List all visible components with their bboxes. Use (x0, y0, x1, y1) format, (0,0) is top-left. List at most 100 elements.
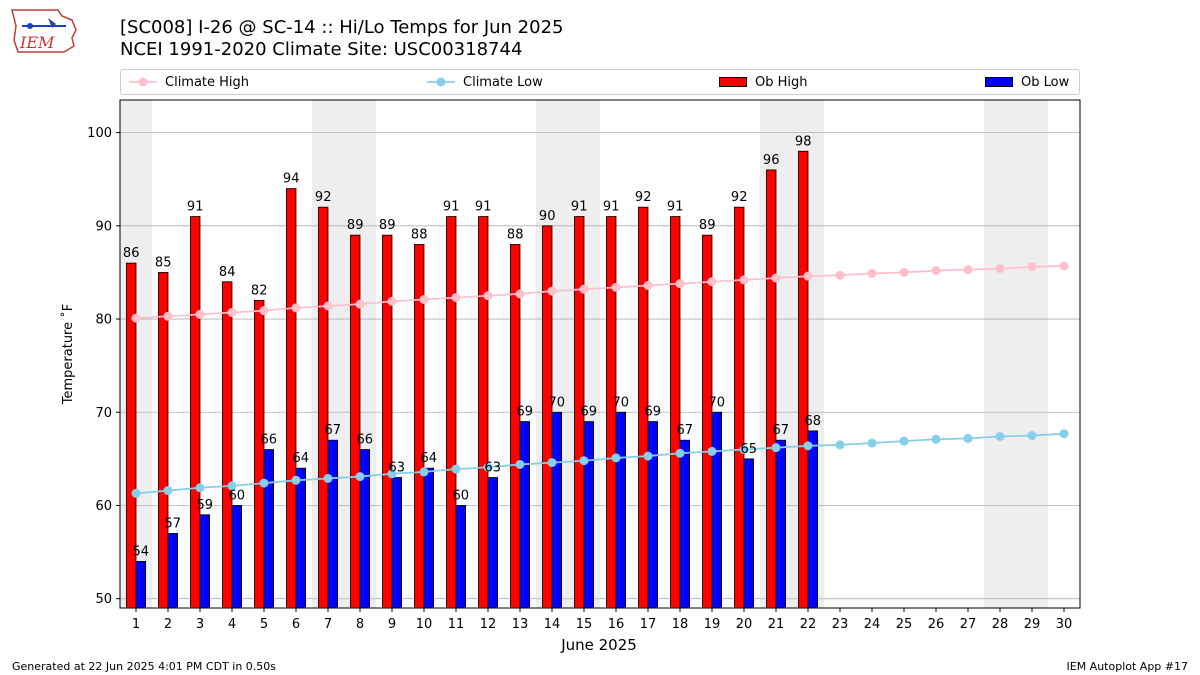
climate-low-point (995, 431, 1005, 441)
legend-swatch-climate-high (129, 77, 157, 87)
climate-low-point (259, 478, 269, 488)
y-axis-label: Temperature ˚F (60, 304, 76, 405)
x-tick-label: 5 (260, 617, 268, 632)
ob-low-bar (199, 514, 211, 609)
y-tick-label: 90 (95, 219, 112, 234)
climate-low-point (1059, 429, 1069, 439)
chart-title: [SC008] I-26 @ SC-14 :: Hi/Lo Temps for … (120, 17, 564, 38)
logo-text: IEM (19, 33, 55, 52)
climate-high-point (739, 275, 749, 285)
x-tick-label: 18 (672, 617, 689, 632)
ob-high-value-label: 88 (507, 227, 524, 242)
ob-high-bar (445, 216, 457, 609)
climate-high-point (899, 267, 909, 277)
climate-low-point (323, 473, 333, 483)
legend-item-climate-low: Climate Low (427, 70, 543, 94)
ob-high-value-label: 92 (315, 190, 332, 205)
ob-low-value-label: 69 (645, 405, 662, 420)
x-tick-label: 13 (512, 617, 529, 632)
ob-high-bar (349, 234, 361, 609)
ob-low-bar (135, 560, 147, 609)
ob-low-bar (487, 477, 499, 609)
x-tick-label: 30 (1056, 617, 1073, 632)
climate-low-point (547, 458, 557, 468)
climate-high-point (451, 293, 461, 303)
x-tick-label: 2 (164, 617, 172, 632)
climate-high-point (835, 270, 845, 280)
ob-low-bar (295, 467, 307, 609)
climate-low-point (771, 443, 781, 453)
logo-vane (48, 18, 56, 28)
ob-low-bar (519, 421, 531, 609)
ob-high-value-label: 89 (699, 218, 716, 233)
x-axis-label: June 2025 (560, 636, 637, 654)
ob-low-value-label: 64 (293, 451, 310, 466)
legend-item-climate-high: Climate High (129, 70, 249, 94)
ob-high-bar (509, 244, 521, 609)
climate-high-point (867, 268, 877, 278)
legend-item-ob-high: Ob High (719, 70, 808, 94)
ob-high-bar (702, 234, 713, 609)
x-tick-label: 8 (356, 617, 364, 632)
x-tick-label: 24 (864, 617, 881, 632)
ob-low-value-label: 59 (197, 498, 214, 513)
iem-logo: IEM (11, 9, 77, 53)
x-tick-label: 14 (544, 617, 561, 632)
ob-low-bar (167, 533, 179, 609)
climate-high-point (355, 299, 365, 309)
climate-high-point (419, 294, 429, 304)
chart-subtitle: NCEI 1991-2020 Climate Site: USC00318744 (120, 39, 523, 60)
ob-low-value-label: 63 (485, 461, 502, 476)
ob-high-bar (542, 225, 553, 609)
ob-low-value-label: 57 (165, 516, 182, 531)
ob-low-bar (391, 477, 403, 609)
ob-high-value-label: 88 (411, 227, 428, 242)
ob-low-bar (263, 449, 275, 609)
ob-high-value-label: 91 (187, 200, 204, 215)
footer-generated: Generated at 22 Jun 2025 4:01 PM CDT in … (12, 660, 277, 673)
ob-high-value-label: 86 (123, 246, 140, 261)
x-tick-label: 22 (800, 617, 817, 632)
ob-high-value-label: 82 (251, 283, 268, 298)
climate-high-point (1059, 261, 1069, 271)
climate-high-point (291, 303, 301, 313)
climate-low-point (739, 445, 749, 455)
climate-high-point (227, 308, 237, 318)
y-tick-label: 50 (95, 592, 112, 607)
ob-low-value-label: 70 (709, 395, 726, 410)
climate-high-point (931, 266, 941, 276)
climate-high-line (135, 265, 1065, 320)
ob-high-value-label: 98 (795, 134, 812, 149)
ob-high-value-label: 94 (283, 172, 300, 187)
x-tick-label: 10 (416, 617, 433, 632)
ob-low-bar (231, 505, 243, 609)
climate-high-point (515, 289, 525, 299)
x-tick-label: 29 (1024, 617, 1041, 632)
legend-swatch-ob-low (985, 77, 1013, 87)
climate-high-point (579, 284, 589, 294)
ob-low-value-label: 67 (677, 423, 694, 438)
climate-low-point (643, 451, 653, 461)
climate-low-point (579, 456, 589, 466)
climate-low-point (931, 434, 941, 444)
legend-swatch-climate-low (427, 77, 455, 87)
climate-low-point (355, 472, 365, 482)
ob-high-value-label: 91 (603, 200, 620, 215)
ob-low-bar (647, 421, 659, 609)
climate-low-point (227, 481, 237, 491)
legend-item-ob-low: Ob Low (985, 70, 1069, 94)
weekend-band (984, 100, 1016, 608)
climate-low-point (483, 462, 493, 472)
ob-low-value-label: 63 (389, 461, 406, 476)
climate-high-point (963, 265, 973, 275)
ob-low-bar (615, 411, 627, 609)
ob-high-bar (798, 150, 809, 609)
ob-low-bar (679, 439, 691, 609)
ob-low-bar (327, 439, 339, 609)
ob-low-value-label: 70 (549, 395, 566, 410)
ob-low-value-label: 54 (133, 544, 150, 559)
climate-low-point (707, 446, 717, 456)
climate-high-point (387, 296, 397, 306)
x-tick-label: 11 (448, 617, 465, 632)
x-tick-label: 21 (768, 617, 785, 632)
